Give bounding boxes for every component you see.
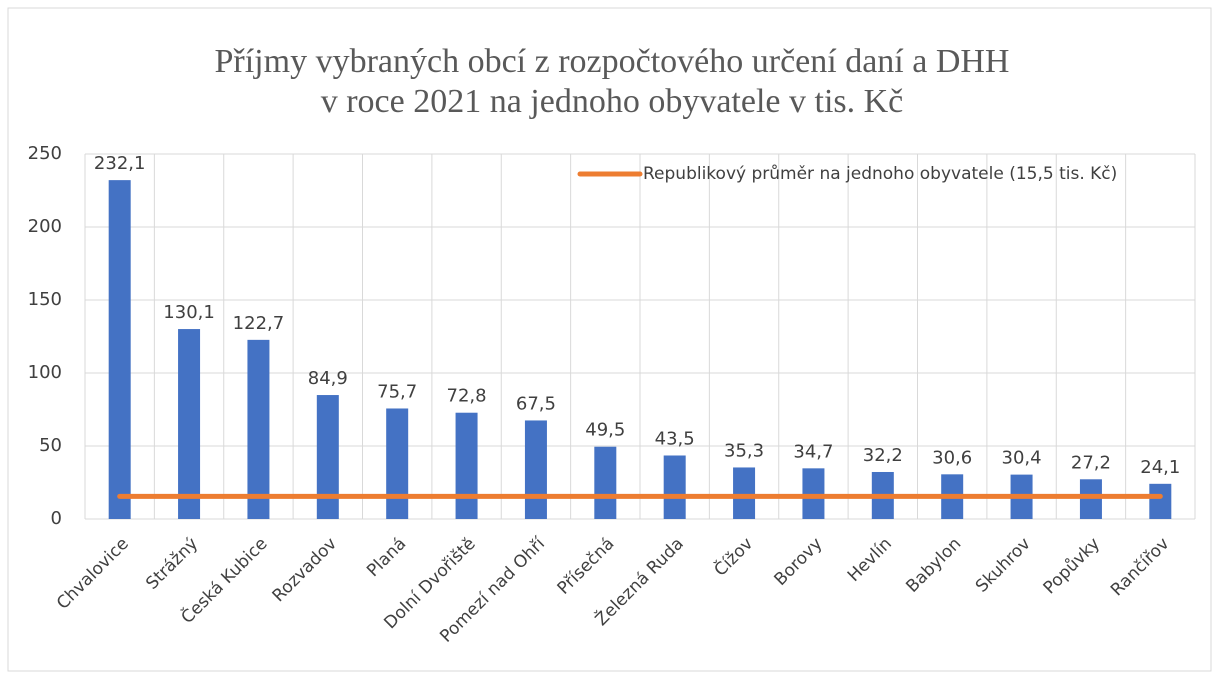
value-label: 24,1 bbox=[1140, 457, 1180, 478]
value-label: 32,2 bbox=[863, 445, 903, 466]
chart-border bbox=[7, 7, 1212, 672]
value-label: 130,1 bbox=[163, 302, 215, 323]
value-label: 84,9 bbox=[308, 368, 348, 389]
bar bbox=[108, 180, 131, 519]
value-label: 122,7 bbox=[233, 313, 285, 334]
y-tick-label: 50 bbox=[39, 435, 62, 456]
value-label: 34,7 bbox=[793, 441, 833, 462]
value-label: 43,5 bbox=[655, 428, 695, 449]
bar bbox=[455, 412, 478, 519]
y-tick-label: 0 bbox=[51, 508, 62, 529]
bar bbox=[524, 420, 547, 519]
chart-title: v roce 2021 na jednoho obyvatele v tis. … bbox=[321, 83, 904, 120]
y-tick-label: 100 bbox=[28, 362, 62, 383]
value-label: 30,6 bbox=[932, 447, 972, 468]
bar bbox=[1079, 479, 1102, 519]
value-label: 72,8 bbox=[447, 386, 487, 407]
y-tick-label: 250 bbox=[28, 143, 62, 164]
bar bbox=[733, 467, 756, 519]
y-tick-label: 150 bbox=[28, 289, 62, 310]
bar bbox=[594, 446, 617, 519]
bar bbox=[247, 339, 270, 519]
bar bbox=[663, 455, 686, 519]
chart-title: Příjmy vybraných obcí z rozpočtového urč… bbox=[215, 43, 1010, 80]
value-label: 35,3 bbox=[724, 440, 764, 461]
value-label: 27,2 bbox=[1071, 452, 1111, 473]
value-label: 232,1 bbox=[94, 153, 146, 174]
bar bbox=[802, 468, 825, 519]
value-label: 30,4 bbox=[1002, 448, 1042, 469]
value-label: 75,7 bbox=[377, 381, 417, 402]
bar bbox=[316, 395, 339, 519]
value-label: 67,5 bbox=[516, 393, 556, 414]
bar bbox=[178, 329, 201, 519]
bar bbox=[1149, 483, 1172, 519]
legend-label: Republikový průměr na jednoho obyvatele … bbox=[643, 164, 1117, 184]
y-tick-label: 200 bbox=[28, 216, 62, 237]
bar bbox=[386, 408, 409, 519]
value-label: 49,5 bbox=[585, 420, 625, 441]
